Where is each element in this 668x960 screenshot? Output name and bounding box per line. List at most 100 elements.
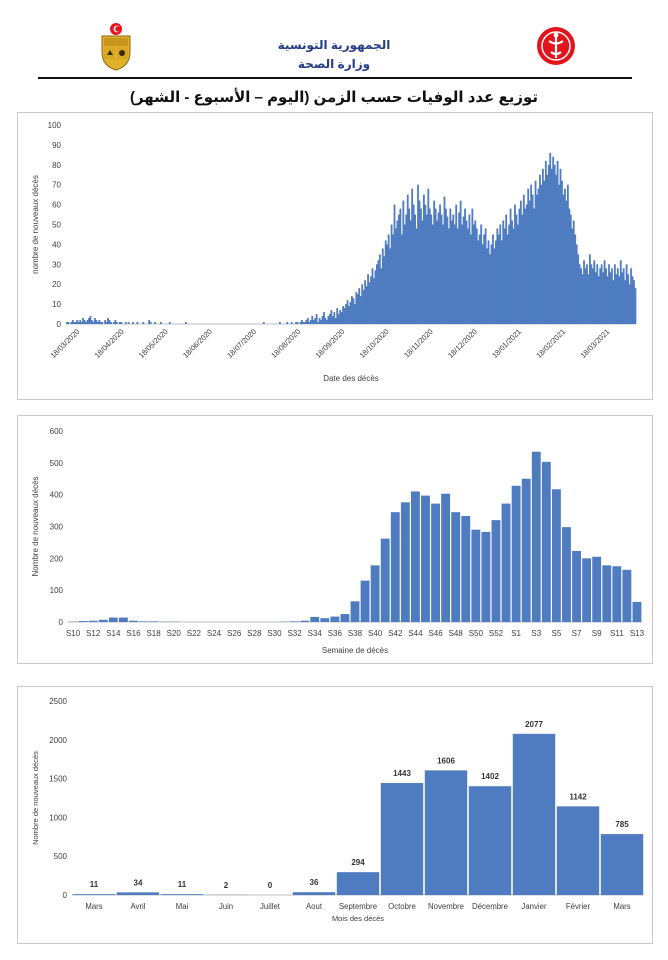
weekly-bar: [360, 580, 370, 622]
daily-bar: [467, 228, 469, 324]
x-tick-label: S14: [106, 629, 121, 638]
x-tick-label: Décembre: [472, 902, 508, 911]
weekly-bar: [521, 478, 531, 622]
daily-bar: [367, 274, 369, 324]
daily-bar: [107, 318, 109, 324]
daily-bar: [433, 200, 436, 324]
daily-bar: [375, 264, 378, 324]
daily-bar: [90, 320, 93, 324]
x-axis-label: Date des décès: [323, 374, 379, 383]
daily-bar: [611, 268, 613, 324]
daily-bar: [336, 308, 339, 324]
daily-bar: [395, 228, 397, 324]
daily-bar: [458, 212, 461, 324]
daily-bar: [622, 268, 625, 324]
daily-bar: [527, 188, 530, 324]
daily-bar: [537, 188, 540, 324]
daily-bar: [566, 184, 569, 324]
daily-bar: [530, 184, 533, 324]
x-tick-label: S7: [572, 629, 582, 638]
monthly-bar: [336, 872, 380, 895]
daily-bar: [399, 208, 402, 324]
daily-bar: [528, 200, 531, 324]
daily-bar: [405, 214, 408, 324]
daily-bar: [353, 304, 356, 324]
weekly-bar: [129, 620, 138, 622]
daily-bar: [472, 224, 475, 324]
daily-bar: [553, 164, 556, 324]
x-tick-label: S5: [552, 629, 562, 638]
x-tick-label: Mars: [85, 902, 102, 911]
daily-bar: [85, 322, 87, 324]
daily-bar: [110, 322, 112, 324]
daily-bar: [76, 320, 79, 324]
weekly-bar: [622, 569, 632, 622]
daily-bar: [323, 312, 325, 324]
daily-bar: [370, 276, 372, 324]
daily-bar: [609, 272, 612, 324]
daily-bar: [453, 224, 456, 324]
daily-bar: [308, 322, 311, 324]
y-tick-label: 600: [50, 427, 64, 436]
daily-bar: [371, 268, 374, 324]
daily-bar: [337, 314, 340, 324]
y-tick-label: 40: [52, 240, 61, 249]
weekly-bar: [562, 527, 571, 622]
daily-deaths-chart: 0 10 20 30 40 50 60 70 80 90 100 nombre de nouveaux…: [31, 121, 637, 383]
data-label: 2: [224, 881, 229, 890]
daily-bar: [565, 200, 568, 324]
daily-bar: [469, 234, 472, 324]
weekly-bar: [320, 618, 330, 622]
daily-bar: [389, 248, 392, 324]
daily-bar: [331, 316, 334, 324]
daily-bar: [575, 244, 578, 324]
daily-bar: [437, 212, 440, 324]
daily-bar: [586, 264, 588, 324]
weekly-bar: [421, 495, 430, 622]
weekly-deaths-chart: 0 100 200 300 400 500 600 Nombre de nouveaux dé…: [31, 427, 645, 655]
daily-bar: [555, 174, 558, 324]
x-tick-label: 18/04/2020: [93, 327, 126, 360]
daily-bar: [524, 208, 527, 324]
x-tick-label: 18/05/2020: [137, 327, 170, 360]
daily-bar: [543, 180, 546, 324]
daily-bar: [330, 310, 333, 324]
weekly-bar: [370, 565, 380, 622]
x-tick-label: S3: [531, 629, 541, 638]
daily-bar: [493, 248, 496, 324]
daily-bar: [82, 318, 84, 324]
data-label: 1142: [569, 792, 587, 801]
daily-bar: [613, 264, 616, 324]
daily-bar: [303, 322, 306, 324]
daily-bar: [96, 322, 99, 324]
daily-bar: [302, 322, 305, 324]
x-tick-label: S40: [368, 629, 383, 638]
daily-bar: [577, 254, 580, 324]
daily-bar: [468, 214, 471, 324]
x-tick-label: 18/08/2020: [269, 327, 302, 360]
data-label: 1402: [481, 772, 499, 781]
weekly-bar: [98, 619, 108, 622]
data-label: 2077: [525, 720, 543, 729]
daily-bar: [400, 234, 403, 324]
daily-bar: [431, 224, 434, 324]
x-axis-label: Mois des décès: [332, 914, 384, 923]
daily-bar: [70, 322, 73, 324]
daily-bar: [624, 280, 627, 324]
daily-bar: [564, 188, 566, 324]
x-tick-label: Juin: [219, 902, 233, 911]
weekly-bar: [380, 538, 390, 622]
y-axis-label: Nombre de nouveaux décès: [31, 476, 40, 576]
daily-bar: [478, 234, 481, 324]
daily-bar: [66, 322, 68, 324]
ministry-line-health: وزارة الصحة: [297, 57, 371, 71]
daily-bar: [600, 264, 603, 324]
weekly-bar: [310, 616, 320, 622]
daily-bar: [612, 280, 615, 324]
daily-bar: [314, 318, 317, 324]
daily-bar: [584, 268, 587, 324]
daily-bar: [519, 200, 522, 324]
daily-bar: [440, 214, 443, 324]
daily-bar: [547, 164, 550, 324]
